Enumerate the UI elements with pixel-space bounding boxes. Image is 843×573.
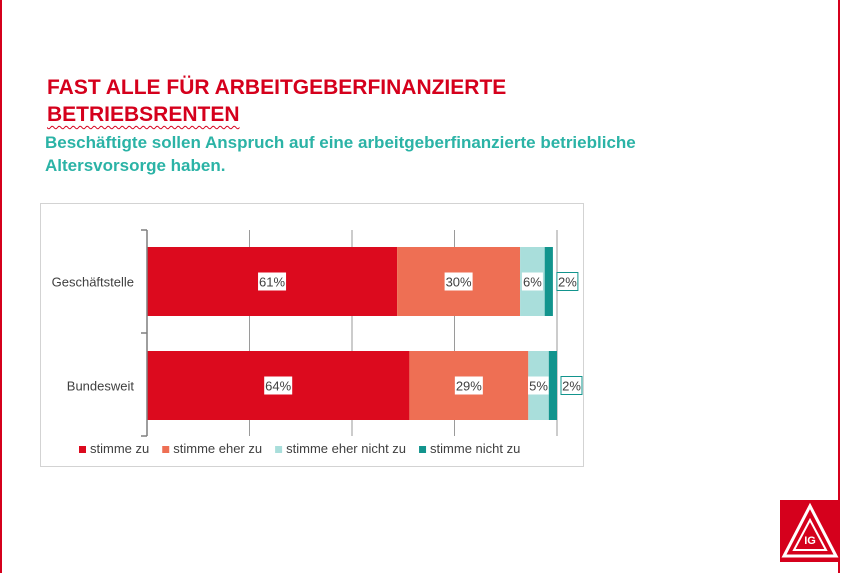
data-label-box — [454, 376, 483, 395]
slide-subtitle-line1: Beschäftigte sollen Anspruch auf eine ar… — [45, 133, 636, 152]
data-label-box — [560, 376, 583, 395]
data-label: 64% — [265, 379, 291, 394]
bar-segment — [544, 247, 553, 316]
slide-title-line1: FAST ALLE FÜR ARBEITGEBERFINANZIERTE — [47, 76, 507, 99]
data-label-box — [521, 272, 543, 291]
ig-metall-logo: IG — [780, 500, 840, 562]
category-label: Geschäftstelle — [52, 275, 134, 290]
slide-title: FAST ALLE FÜR ARBEITGEBERFINANZIERTE BET… — [47, 74, 667, 128]
slide-subtitle: Beschäftigte sollen Anspruch auf eine ar… — [45, 131, 745, 177]
logo-inner-triangle — [792, 517, 828, 551]
legend-swatch — [419, 446, 427, 453]
slide-title-line2: BETRIEBSRENTEN — [47, 103, 240, 126]
data-label: 61% — [259, 275, 285, 290]
logo-text: IG — [804, 535, 816, 547]
slide-frame-right — [838, 0, 840, 573]
legend-label: stimme eher nicht zu — [286, 441, 406, 456]
data-label-box — [444, 272, 473, 291]
logo-background — [780, 500, 840, 562]
legend-swatch — [162, 446, 170, 453]
data-label: 29% — [456, 379, 482, 394]
legend-label: stimme eher zu — [173, 441, 262, 456]
chart-area: 61% 30% 6% 2% Geschäftstelle 64% 29% 5% 2% Bundes… — [40, 203, 584, 467]
data-label-box — [528, 376, 550, 395]
stacked-bar-chart: 61% 30% 6% 2% Geschäftstelle 64% 29% 5% 2% Bundes… — [52, 229, 583, 456]
logo-triangle — [781, 502, 839, 558]
legend-label: stimme nicht zu — [430, 441, 520, 456]
data-label-box — [258, 272, 287, 291]
data-label: 2% — [558, 275, 577, 290]
data-label-box — [556, 272, 579, 291]
data-label: 30% — [446, 275, 472, 290]
legend-label: stimme zu — [90, 441, 149, 456]
legend-swatch — [79, 446, 86, 453]
data-label-box — [264, 376, 293, 395]
slide-subtitle-line2: Altersvorsorge haben. — [45, 156, 226, 175]
slide-frame-left — [0, 0, 2, 573]
bar-segment — [548, 351, 557, 420]
legend-swatch — [275, 446, 283, 453]
data-label: 5% — [529, 379, 548, 394]
category-label: Bundesweit — [67, 379, 135, 394]
data-label: 2% — [562, 379, 581, 394]
data-label: 6% — [523, 275, 542, 290]
